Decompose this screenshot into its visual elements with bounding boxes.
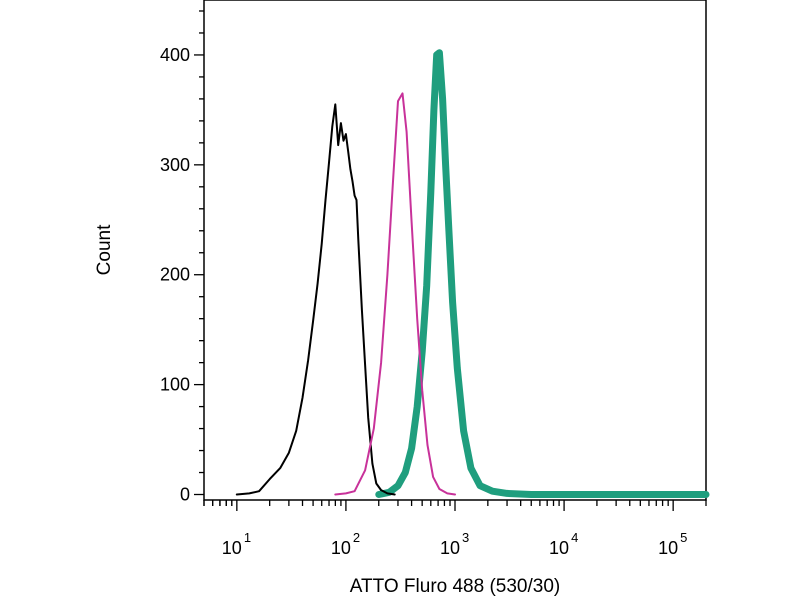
x-tick-label-base: 10 (549, 538, 569, 558)
histogram-series-3 (375, 49, 710, 498)
histogram-series-2 (334, 92, 456, 496)
y-axis-ticks: 0 100 200 300 400 (160, 10, 204, 505)
x-tick-label-base: 10 (658, 538, 678, 558)
x-tick-label-exponent: 3 (462, 530, 469, 545)
x-tick-label-exponent: 4 (571, 530, 578, 545)
x-tick-label-base: 10 (331, 538, 351, 558)
y-tick-label: 300 (160, 155, 190, 175)
x-tick-label-exponent: 5 (680, 530, 687, 545)
plot-frame (203, 0, 707, 501)
x-axis-title: ATTO Fluro 488 (530/30) (350, 576, 561, 597)
y-tick-label: 100 (160, 375, 190, 395)
x-tick-label-exponent: 2 (353, 530, 360, 545)
y-tick-label: 200 (160, 265, 190, 285)
x-tick-label-base: 10 (222, 538, 242, 558)
x-tick-label-exponent: 1 (244, 530, 251, 545)
histogram-series-1 (235, 103, 396, 496)
y-tick-label: 0 (180, 485, 190, 505)
y-tick-label: 400 (160, 45, 190, 65)
x-tick-label-base: 10 (440, 538, 460, 558)
y-axis-title: Count (94, 224, 115, 275)
series-layer (235, 49, 710, 498)
